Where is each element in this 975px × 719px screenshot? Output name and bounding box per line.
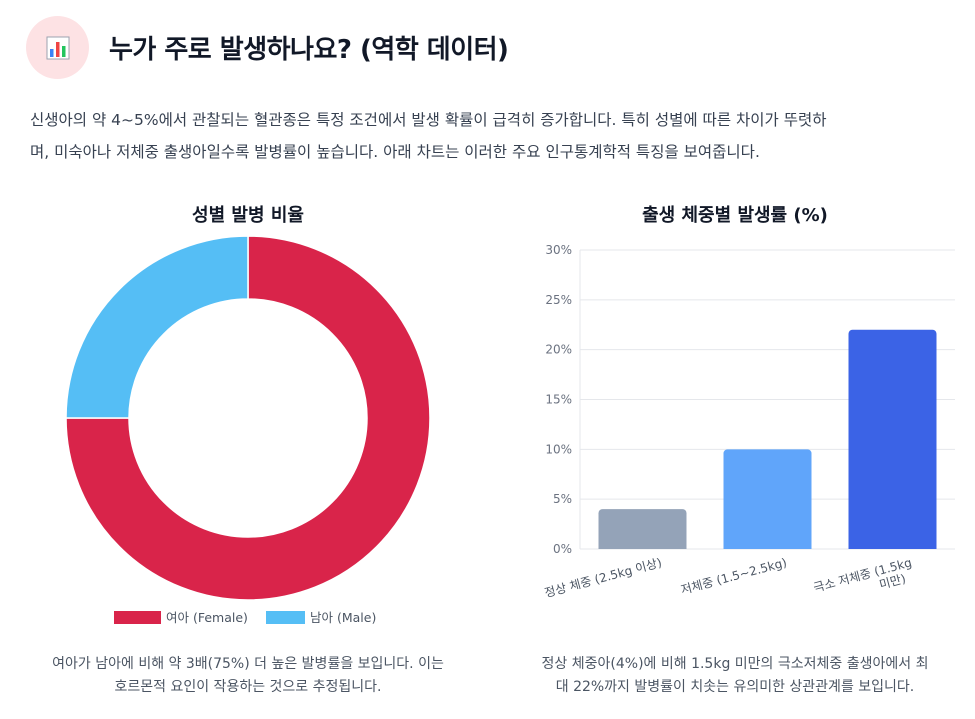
page-title: 누가 주로 발생하나요? (역학 데이터) xyxy=(109,35,509,65)
x-tick-label: 저체중 (1.5~2.5kg) xyxy=(679,555,788,597)
bar-2 xyxy=(848,329,937,549)
weight-chart-title: 출생 체중별 발생률 (%) xyxy=(642,205,828,226)
intro-line: 며, 미숙아나 저체중 출생아일수록 발병률이 높습니다. 아래 차트는 이러한… xyxy=(30,143,760,161)
gender-chart-title: 성별 발병 비율 xyxy=(192,205,304,226)
y-tick-label: 20% xyxy=(545,343,572,357)
x-tick-label: 극소 저체중 (1.5kg미만) xyxy=(812,555,917,608)
caption-line: 정상 체중아(4%)에 비해 1.5kg 미만의 극소저체중 출생아에서 최 xyxy=(541,656,929,672)
bar-chart-icon xyxy=(46,36,69,59)
legend-label-1: 남아 (Male) xyxy=(310,610,376,625)
y-tick-label: 0% xyxy=(553,542,572,556)
caption-line: 대 22%까지 발병률이 치솟는 유의미한 상관관계를 보입니다. xyxy=(555,679,915,695)
bar-base-1 xyxy=(723,545,812,549)
intro-line: 신생아의 약 4~5%에서 관찰되는 혈관종은 특정 조건에서 발생 확률이 급… xyxy=(30,111,827,129)
caption-line: 호르몬적 요인이 작용하는 것으로 추정됩니다. xyxy=(114,679,382,695)
legend-label-0: 여아 (Female) xyxy=(166,610,248,625)
bar-1 xyxy=(723,449,812,549)
intro-paragraph: 신생아의 약 4~5%에서 관찰되는 혈관종은 특정 조건에서 발생 확률이 급… xyxy=(30,104,945,168)
y-tick-label: 10% xyxy=(545,442,572,456)
icon-badge xyxy=(26,16,89,79)
legend-swatch-0 xyxy=(114,611,161,624)
donut-slice-0 xyxy=(65,235,431,601)
donut-slice-1 xyxy=(65,235,249,419)
y-tick-label: 30% xyxy=(545,243,572,257)
y-tick-label: 5% xyxy=(553,492,572,506)
weight-chart-caption: 정상 체중아(4%)에 비해 1.5kg 미만의 극소저체중 출생아에서 최 대… xyxy=(505,653,965,699)
legend-swatch-1 xyxy=(266,611,305,624)
bar-base-2 xyxy=(848,545,937,549)
bar-base-0 xyxy=(598,545,687,549)
gender-chart-caption: 여아가 남아에 비해 약 3배(75%) 더 높은 발병률을 보입니다. 이는 … xyxy=(20,653,476,699)
y-tick-label: 25% xyxy=(545,293,572,307)
y-tick-label: 15% xyxy=(545,393,572,407)
bar-0 xyxy=(598,509,687,549)
caption-line: 여아가 남아에 비해 약 3배(75%) 더 높은 발병률을 보입니다. 이는 xyxy=(52,656,444,672)
section-header: 누가 주로 발생하나요? (역학 데이터) xyxy=(26,16,509,79)
x-tick-label: 정상 체중 (2.5kg 이상) xyxy=(543,555,663,600)
